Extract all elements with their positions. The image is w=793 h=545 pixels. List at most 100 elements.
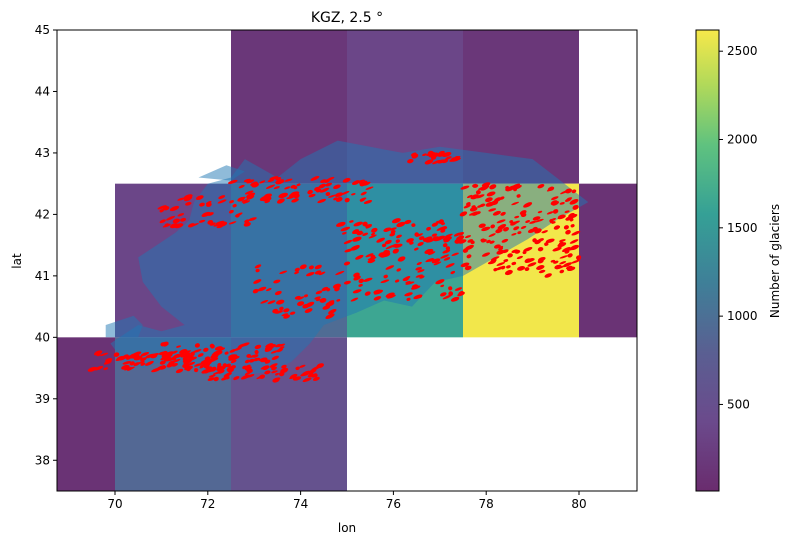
glacier-point (297, 296, 305, 300)
glacier-point (294, 271, 300, 275)
glacier-point (376, 237, 385, 243)
glacier-point (545, 238, 555, 244)
glacier-point (565, 188, 572, 194)
glacier-point (443, 239, 450, 243)
glacier-point (326, 176, 335, 181)
glacier-point (414, 247, 419, 251)
glacier-point (307, 189, 313, 195)
glacier-point (144, 360, 154, 366)
glacier-point (559, 269, 565, 274)
glacier-point (182, 350, 192, 354)
glacier-point (422, 237, 428, 241)
glacier-point (485, 197, 493, 203)
glacier-point (334, 192, 344, 198)
glacier-point (516, 194, 521, 198)
glacier-point (501, 238, 509, 243)
glacier-point (166, 357, 176, 362)
glacier-point (385, 265, 395, 270)
glacier-point (453, 232, 461, 237)
glacier-point (359, 180, 364, 185)
glacier-point (481, 252, 491, 257)
glacier-point (199, 202, 205, 207)
glacier-point (180, 353, 190, 358)
glacier-point (486, 239, 491, 244)
glacier-point (489, 240, 495, 244)
glacier-point (154, 366, 164, 371)
glacier-point (395, 239, 400, 243)
glacier-point (475, 190, 481, 195)
glacier-point (271, 355, 279, 361)
glacier-point (418, 236, 425, 241)
glacier-point (534, 239, 541, 245)
glacier-point (559, 261, 567, 265)
glacier-point (169, 223, 179, 229)
glacier-point (438, 150, 445, 156)
glacier-point (230, 356, 240, 360)
glacier-point (470, 240, 475, 245)
glacier-point (384, 239, 392, 245)
glacier-point (352, 229, 360, 235)
glacier-point (431, 233, 438, 237)
glacier-point (383, 227, 392, 232)
glacier-point (315, 188, 322, 193)
y-tick-label: 44 (35, 84, 50, 98)
glacier-point (394, 279, 400, 283)
country-shape (110, 140, 589, 378)
glacier-point (523, 247, 533, 252)
glacier-point (296, 301, 305, 306)
glacier-point (569, 239, 579, 244)
glacier-point (350, 297, 359, 302)
heatmap-cell (579, 183, 637, 338)
glacier-point (343, 261, 351, 266)
glacier-point (105, 358, 113, 363)
glacier-point (435, 279, 445, 285)
glacier-point (410, 285, 421, 290)
glacier-point (332, 283, 342, 289)
glacier-point (351, 193, 356, 196)
glacier-point (440, 292, 447, 297)
glacier-point (431, 258, 441, 264)
glacier-point (259, 180, 266, 184)
glacier-point (464, 235, 472, 239)
glacier-point (480, 238, 485, 242)
glacier-point (229, 200, 234, 204)
glacier-point (238, 343, 248, 347)
glacier-point (572, 204, 579, 210)
glacier-point (503, 259, 509, 263)
glacier-point (513, 185, 522, 190)
glacier-point (240, 374, 250, 380)
glacier-point (166, 363, 174, 368)
colorbar-tick-label: 2000 (727, 133, 758, 147)
glacier-point (246, 179, 255, 184)
glacier-point (328, 300, 335, 305)
glacier-point (201, 368, 210, 374)
glacier-point (291, 193, 296, 198)
glacier-point (161, 353, 168, 359)
glacier-point (553, 260, 559, 264)
glacier-point (257, 286, 267, 292)
glacier-point (417, 269, 425, 273)
glacier-point (318, 183, 326, 189)
glacier-point (471, 205, 476, 210)
glacier-point (212, 350, 223, 356)
glacier-point (336, 221, 346, 227)
glacier-point (511, 232, 517, 236)
glacier-point (259, 195, 269, 202)
glacier-point (171, 350, 178, 354)
glacier-point (496, 219, 506, 224)
x-tick-label: 74 (293, 497, 308, 511)
glacier-point (511, 220, 521, 225)
glacier-point (249, 358, 255, 363)
glacier-point (381, 243, 387, 248)
glacier-point (272, 377, 280, 383)
glacier-point (289, 311, 296, 315)
glacier-point (498, 247, 504, 251)
glacier-point (385, 244, 395, 250)
glacier-point (391, 218, 401, 224)
glacier-point (544, 242, 549, 246)
glacier-point (488, 208, 497, 212)
glacier-point (360, 198, 365, 202)
glacier-point (544, 273, 552, 278)
glacier-point (444, 233, 453, 238)
glacier-point (486, 191, 496, 197)
